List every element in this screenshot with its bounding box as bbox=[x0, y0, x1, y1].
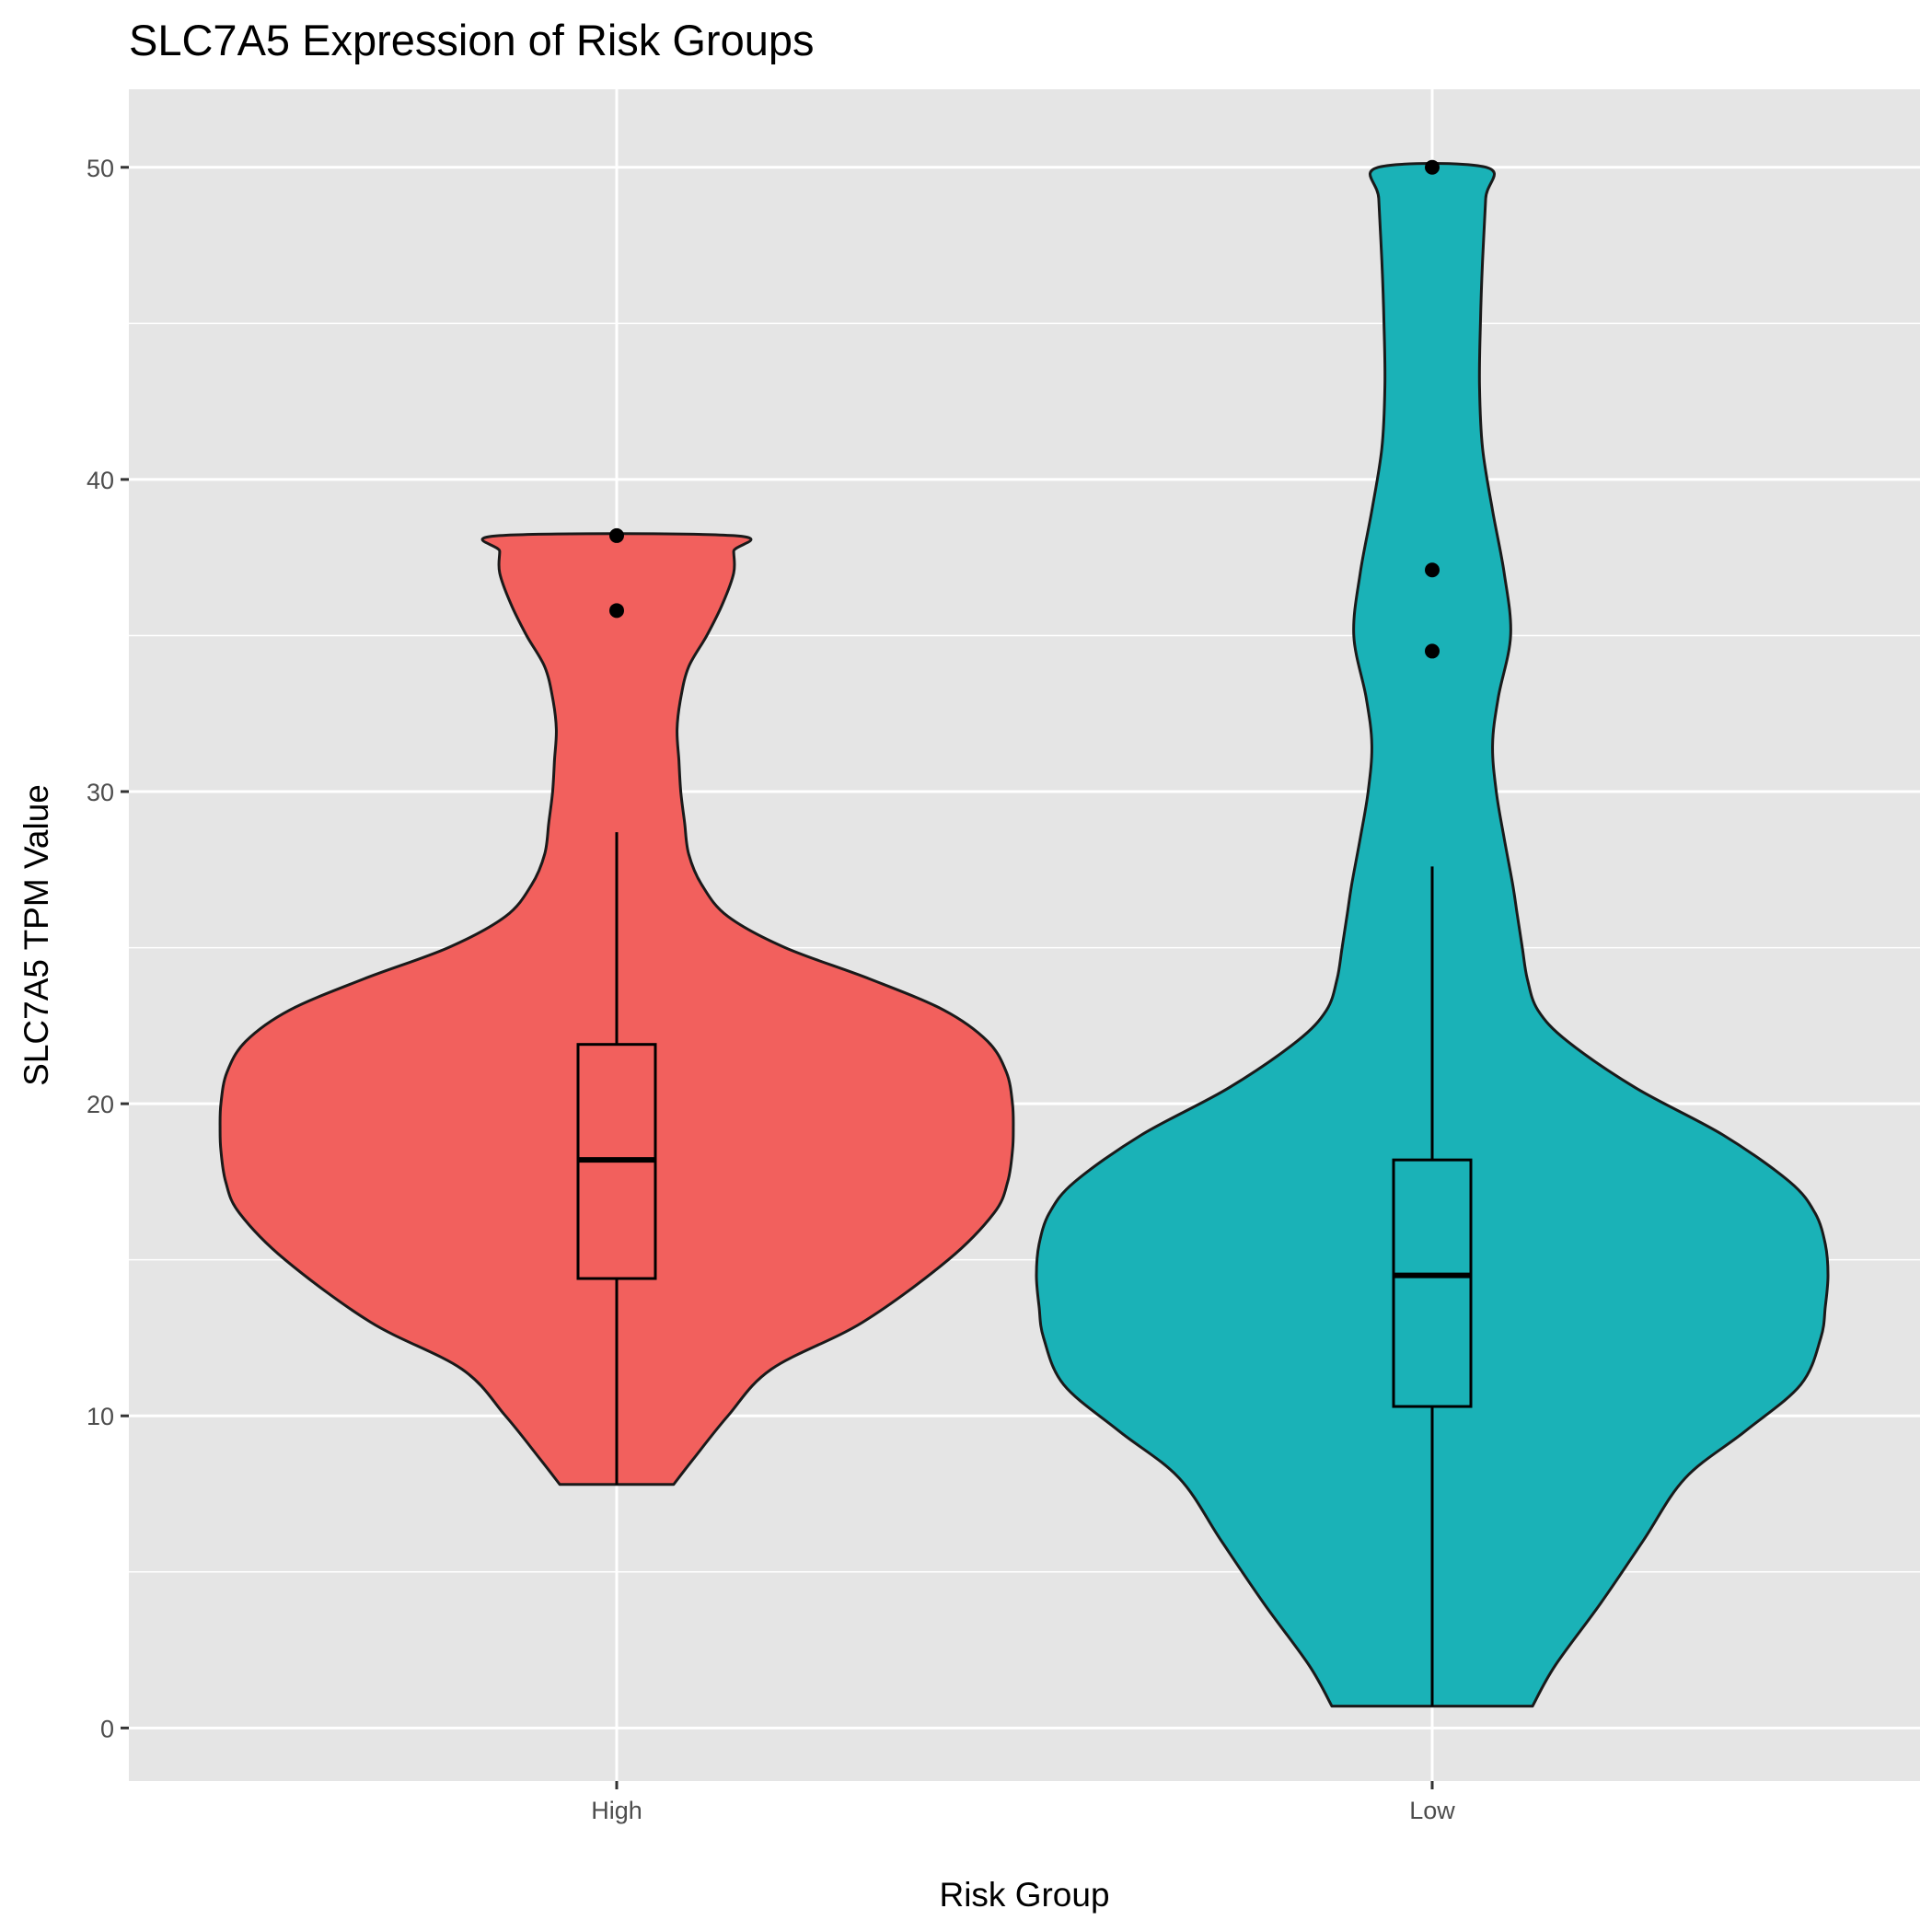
y-tick-label: 10 bbox=[87, 1403, 114, 1430]
outlier-point bbox=[1425, 643, 1440, 659]
x-axis-title: Risk Group bbox=[939, 1876, 1109, 1914]
y-tick-label: 0 bbox=[100, 1715, 114, 1742]
outlier-point bbox=[609, 527, 624, 543]
outlier-point bbox=[1425, 562, 1440, 578]
x-tick-label: High bbox=[591, 1797, 642, 1824]
outlier-point bbox=[1425, 159, 1440, 175]
y-tick-label: 20 bbox=[87, 1091, 114, 1118]
outlier-point bbox=[609, 603, 624, 619]
violins bbox=[218, 159, 1830, 1708]
x-tick-label: Low bbox=[1409, 1797, 1455, 1824]
chart-title: SLC7A5 Expression of Risk Groups bbox=[129, 16, 815, 64]
y-axis: 0 10 20 30 40 50 bbox=[87, 155, 129, 1742]
box-iqr bbox=[1392, 1158, 1473, 1408]
y-axis-title: SLC7A5 TPM Value bbox=[17, 784, 55, 1086]
y-tick-label: 50 bbox=[87, 155, 114, 182]
y-tick-label: 40 bbox=[87, 467, 114, 494]
x-axis: High Low bbox=[591, 1781, 1455, 1824]
violin-group-high bbox=[218, 527, 1015, 1487]
violin-group-low bbox=[1035, 159, 1830, 1708]
y-tick-label: 30 bbox=[87, 779, 114, 806]
